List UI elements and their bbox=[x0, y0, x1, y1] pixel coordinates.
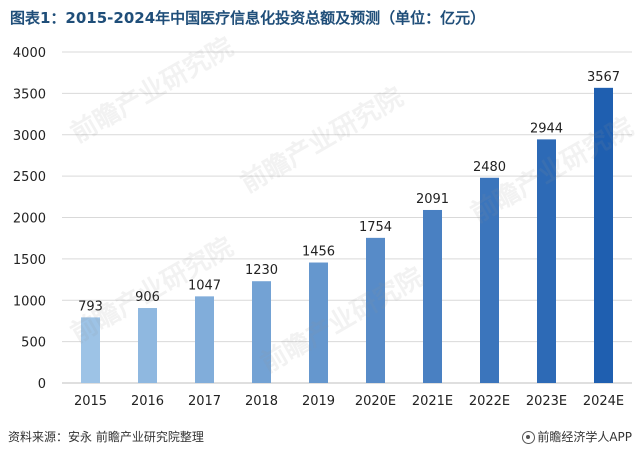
bar bbox=[138, 308, 157, 383]
bar bbox=[252, 281, 271, 383]
x-tick-label: 2018 bbox=[245, 394, 278, 409]
data-label: 2091 bbox=[416, 192, 449, 207]
brand-label: 前瞻经济学人APP bbox=[522, 428, 632, 445]
bar bbox=[480, 177, 499, 383]
footer: 资料来源：安永 前瞻产业研究院整理 前瞻经济学人APP bbox=[0, 423, 640, 453]
data-label: 1230 bbox=[245, 263, 278, 278]
y-tick-label: 2000 bbox=[13, 212, 46, 227]
y-tick-label: 0 bbox=[38, 377, 46, 392]
data-label: 2944 bbox=[530, 121, 563, 136]
data-label: 1047 bbox=[188, 278, 221, 293]
data-label: 906 bbox=[135, 290, 160, 305]
y-tick-label: 3000 bbox=[13, 129, 46, 144]
data-label: 2480 bbox=[473, 160, 506, 175]
data-label: 1754 bbox=[359, 220, 392, 235]
y-tick-label: 3500 bbox=[13, 87, 46, 102]
title-bar: 图表1：2015-2024年中国医疗信息化投资总额及预测（单位：亿元） bbox=[0, 0, 640, 34]
x-tick-label: 2017 bbox=[188, 394, 221, 409]
x-tick-label: 2016 bbox=[131, 394, 164, 409]
data-label: 793 bbox=[78, 299, 103, 314]
bar bbox=[309, 262, 328, 383]
bar bbox=[366, 237, 385, 383]
y-tick-label: 1000 bbox=[13, 294, 46, 309]
y-tick-label: 2500 bbox=[13, 170, 46, 185]
data-label: 3567 bbox=[587, 70, 620, 85]
circle-logo-icon bbox=[522, 431, 536, 444]
data-label: 1456 bbox=[302, 245, 335, 260]
bar-chart: 0 500 1000 1500 2000 2500 3000 3500 4000 793 2015 9… bbox=[13, 46, 632, 409]
x-tick-label: 2020E bbox=[355, 394, 396, 409]
y-tick-label: 500 bbox=[21, 336, 46, 351]
x-tick-label: 2021E bbox=[412, 394, 453, 409]
y-tick-label: 4000 bbox=[13, 46, 46, 61]
x-tick-label: 2024E bbox=[583, 394, 624, 409]
bar bbox=[423, 209, 442, 383]
bar bbox=[594, 87, 613, 383]
brand-text: 前瞻经济学人APP bbox=[537, 430, 632, 444]
bar bbox=[195, 296, 214, 383]
x-tick-label: 2019 bbox=[302, 394, 335, 409]
bar bbox=[81, 317, 100, 383]
source-note: 资料来源：安永 前瞻产业研究院整理 bbox=[8, 430, 204, 444]
y-tick-label: 1500 bbox=[13, 253, 46, 268]
x-tick-label: 2022E bbox=[469, 394, 510, 409]
x-tick-label: 2023E bbox=[526, 394, 567, 409]
bar bbox=[537, 139, 556, 383]
chart-area: 0 500 1000 1500 2000 2500 3000 3500 4000 793 2015 9… bbox=[0, 34, 640, 424]
chart-title: 图表1：2015-2024年中国医疗信息化投资总额及预测（单位：亿元） bbox=[10, 9, 486, 27]
x-tick-label: 2015 bbox=[74, 394, 107, 409]
